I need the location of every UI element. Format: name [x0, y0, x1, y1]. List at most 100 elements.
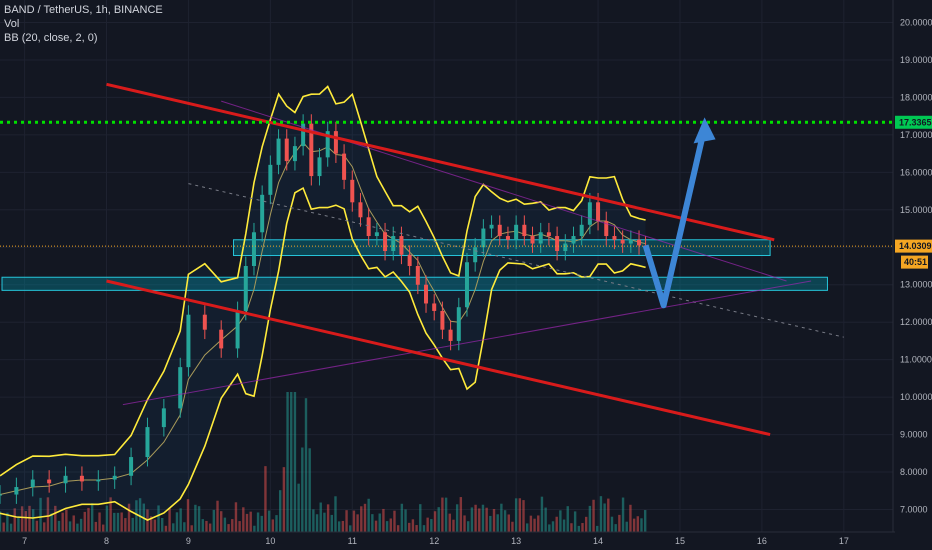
volume-bar [175, 512, 179, 532]
volume-bar [610, 516, 614, 532]
volume-bar [496, 514, 499, 532]
volume-indicator-label[interactable]: Vol [4, 18, 20, 30]
candle-body [546, 232, 551, 237]
volume-bar [640, 518, 643, 532]
volume-bar [271, 519, 275, 532]
volume-bar [293, 392, 297, 532]
volume-bar [489, 515, 492, 532]
candle-body [145, 427, 150, 458]
volume-bar [153, 519, 157, 532]
volume-bar [334, 496, 337, 532]
volume-bar [290, 392, 293, 532]
volume-bar [46, 497, 50, 532]
price-axis-bg [893, 0, 932, 550]
candle-body [243, 266, 248, 311]
price-tick-label: 8.0000 [900, 467, 928, 477]
candle-body [456, 307, 461, 341]
band-fill [0, 86, 646, 521]
candle-body [579, 224, 584, 237]
symbol-title[interactable]: BAND / TetherUS, 1h, BINANCE [4, 4, 163, 16]
volume-bar [28, 505, 31, 532]
candle-body [514, 224, 519, 240]
candle-body [268, 164, 273, 195]
volume-bar [378, 513, 381, 532]
price-tick-label: 18.0000 [900, 92, 932, 102]
volume-bar [212, 509, 216, 532]
candle-body [251, 232, 256, 266]
volume-bar [621, 497, 625, 532]
volume-bars [0, 392, 647, 532]
volume-bar [603, 503, 606, 532]
volume-bar [54, 505, 57, 532]
candle-body [464, 262, 469, 308]
volume-bar [562, 519, 566, 532]
bollinger-bands [0, 85, 646, 521]
candle-body [571, 236, 576, 244]
volume-bar [83, 511, 86, 532]
candle-body [587, 202, 592, 225]
volume-bar [529, 515, 533, 532]
candle-body [489, 224, 494, 229]
volume-bar [382, 508, 385, 532]
countdown-tag-bg [901, 255, 928, 269]
volume-bar [2, 522, 5, 532]
volume-bar [629, 504, 632, 532]
volume-bar [522, 500, 525, 532]
candle-body [292, 146, 297, 162]
current-price-tag-bg [895, 239, 932, 253]
volume-bar [485, 507, 488, 532]
time-axis[interactable]: 7 8 9 10 11 12 13 14 15 16 17 [0, 531, 895, 550]
time-tick-label: 11 [348, 536, 357, 546]
volume-bar [319, 502, 322, 532]
volume-bar [315, 514, 319, 532]
volume-bar [238, 521, 241, 532]
volume-bar [566, 506, 569, 532]
volume-bar [500, 503, 503, 532]
candle-body [219, 329, 224, 349]
volume-bar [533, 518, 536, 532]
candle-body [407, 254, 412, 266]
channel-lower-line [106, 279, 771, 437]
candle-body [637, 239, 642, 246]
candle-body [317, 157, 322, 177]
volume-bar [584, 516, 588, 532]
volume-bar [234, 502, 238, 532]
candle-body [383, 232, 388, 252]
volume-bar [525, 523, 529, 532]
volume-bar [9, 523, 13, 532]
volume-bar [514, 498, 518, 532]
candle-body [14, 487, 19, 495]
volume-bar [109, 497, 112, 532]
volume-bar [459, 497, 463, 532]
volume-bar [57, 520, 61, 532]
lower-support-zone [1, 276, 828, 291]
volume-bar [245, 513, 249, 532]
volume-bar [87, 507, 90, 532]
candle-body [301, 123, 306, 147]
volume-bar [20, 506, 24, 532]
volume-bar [194, 504, 197, 532]
candle-body [497, 224, 502, 237]
volume-bar [540, 496, 544, 532]
candle-body [481, 228, 486, 248]
bollinger-indicator-label[interactable]: BB (20, close, 2, 0) [4, 32, 98, 44]
volume-bar [607, 498, 610, 532]
purple-trend-line [221, 100, 787, 282]
candle-body [612, 236, 617, 240]
volume-bar [389, 518, 392, 532]
price-axis[interactable]: 7.0000 8.0000 9.0000 10.0000 11.0000 12.0000 1… [892, 0, 932, 550]
median-dashed-line [188, 183, 844, 338]
volume-bar [231, 519, 234, 532]
volume-bar [61, 512, 64, 532]
candle-body [399, 236, 404, 255]
volume-bar [349, 525, 352, 532]
upper-band [0, 85, 646, 477]
trend-lines[interactable] [0, 82, 893, 437]
volume-bar [43, 522, 46, 532]
volume-bar [618, 514, 621, 532]
volume-bar [360, 506, 363, 532]
candle-body [596, 202, 601, 222]
candle-body [620, 239, 625, 244]
candle-body [202, 314, 207, 330]
